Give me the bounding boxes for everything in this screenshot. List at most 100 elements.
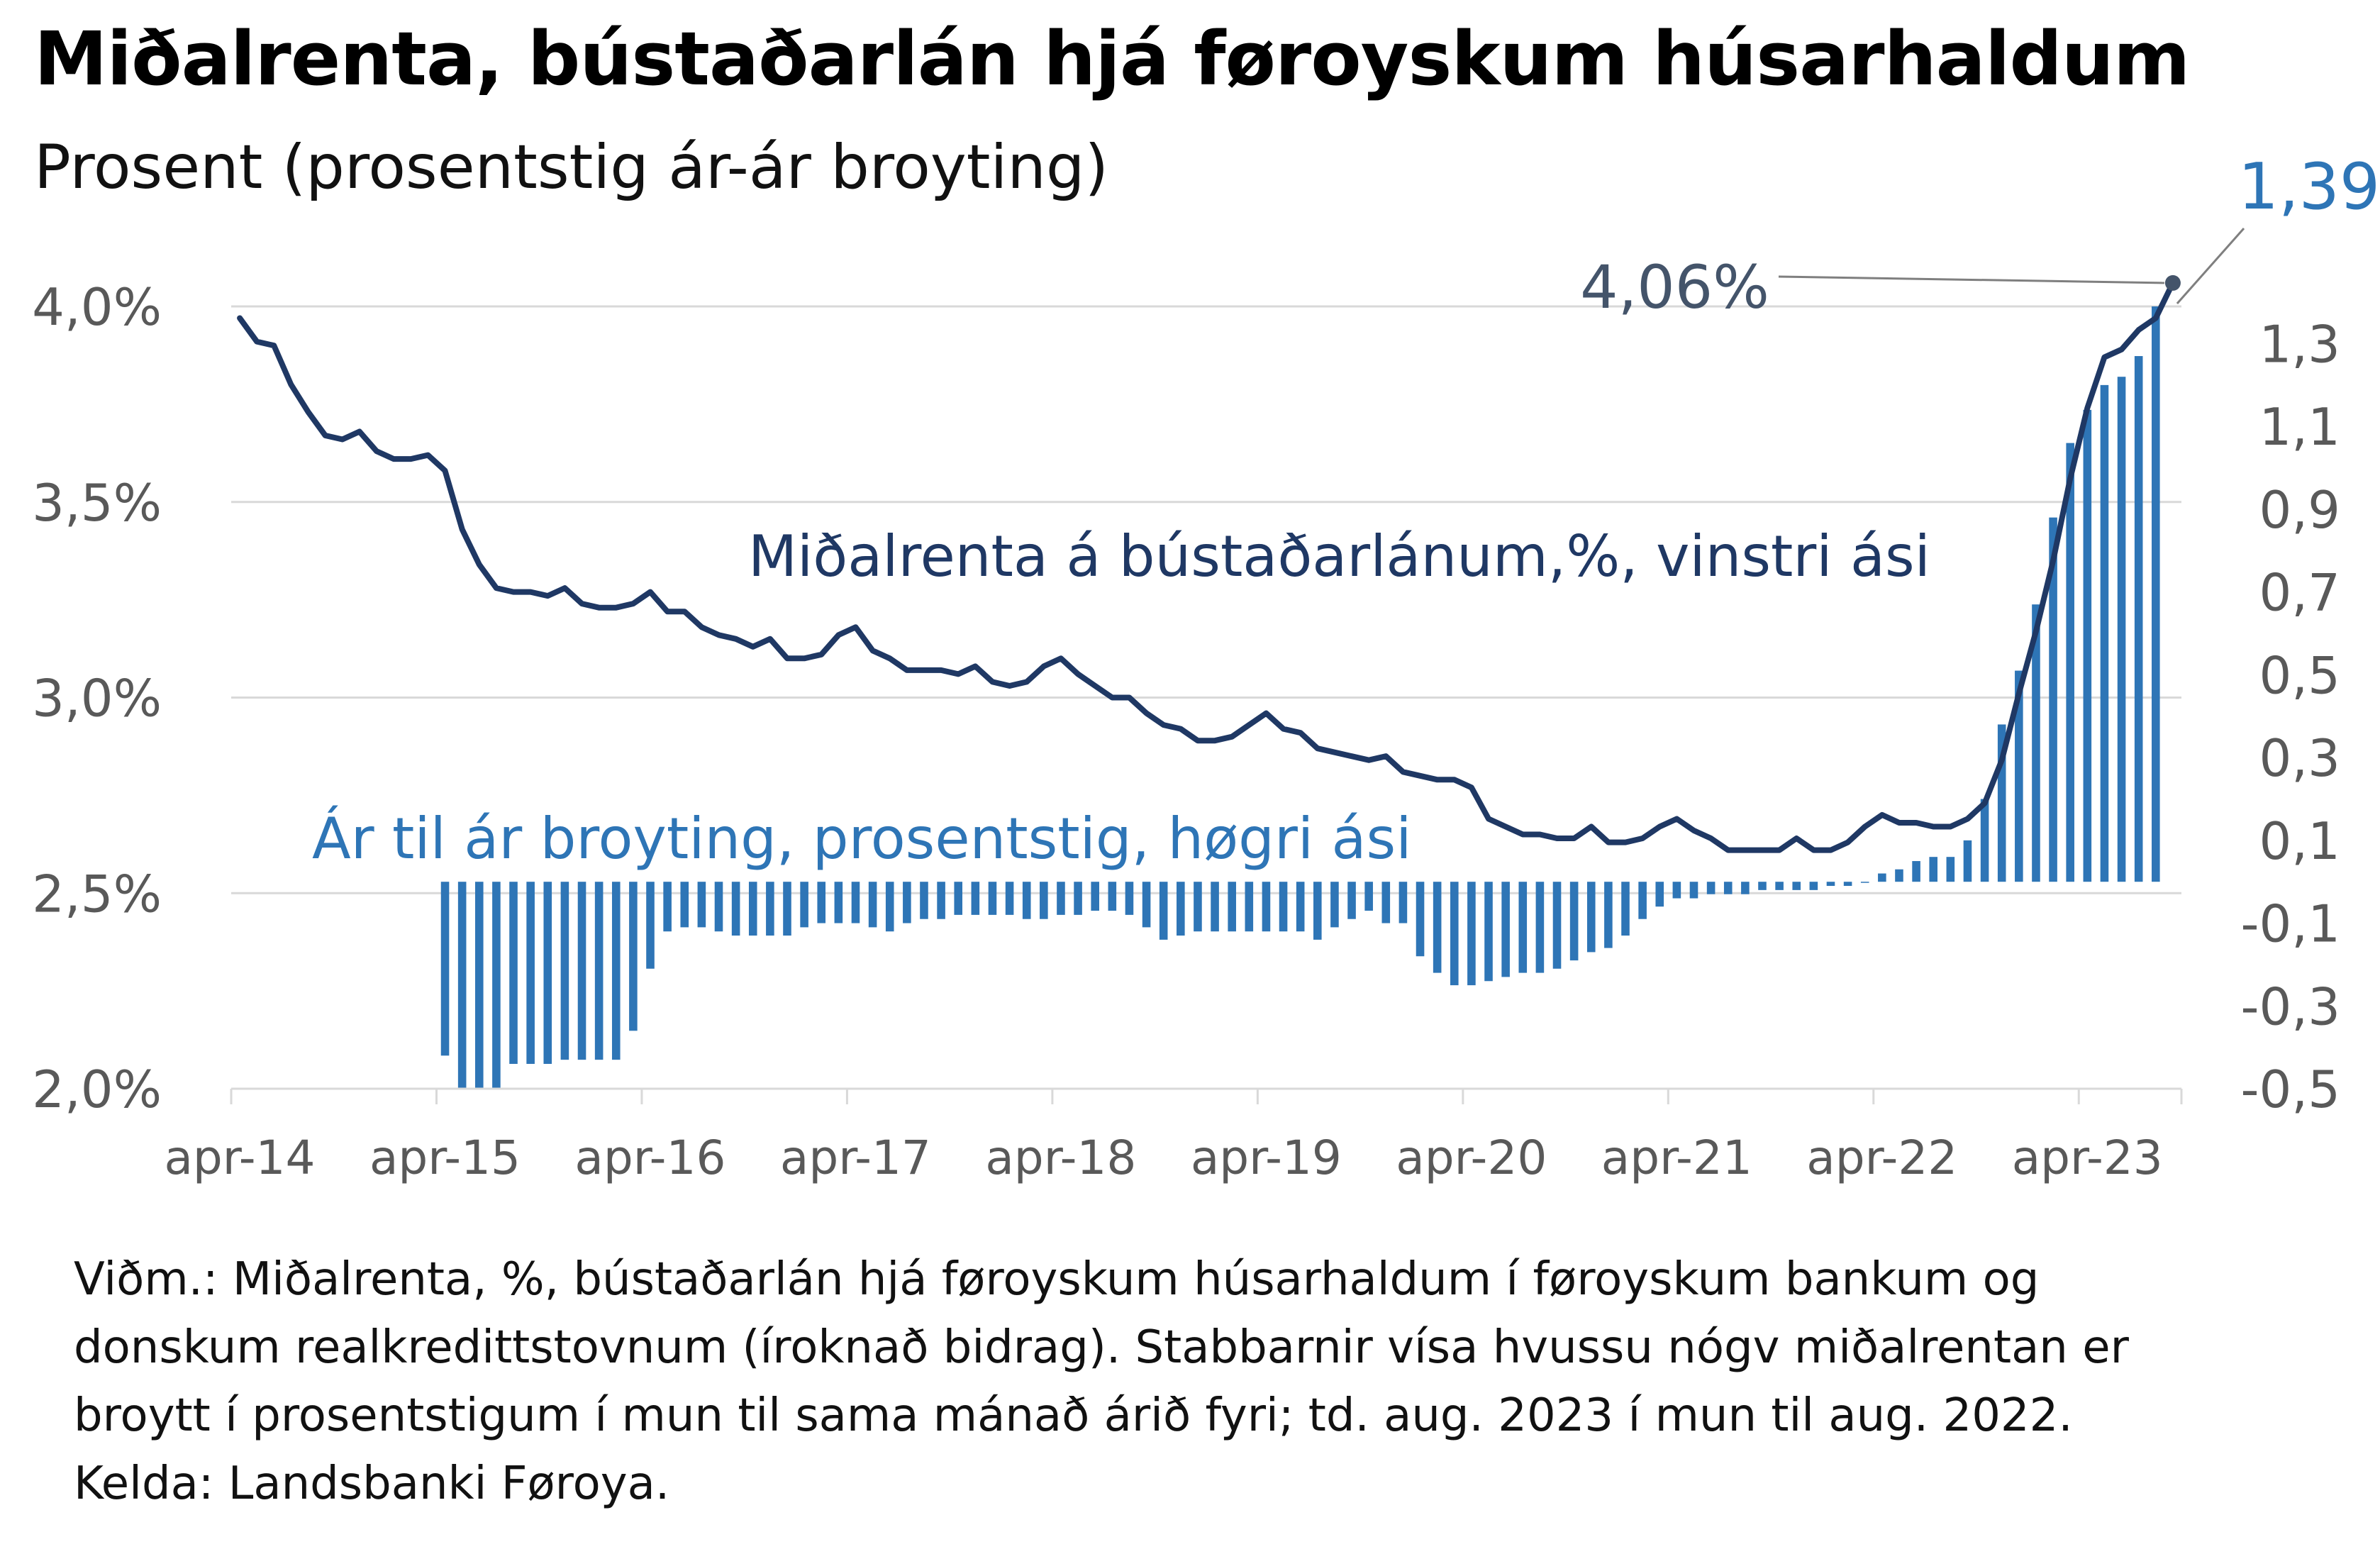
bar	[2066, 443, 2074, 882]
bar	[440, 882, 450, 1056]
bar	[1843, 882, 1852, 887]
footnote: Viðm.: Miðalrenta, %, bústaðarlán hjá fø…	[74, 1245, 2364, 1518]
bar	[868, 882, 877, 928]
bar	[1604, 882, 1613, 948]
bar-series	[440, 306, 2160, 1089]
bar	[1621, 882, 1630, 936]
bar	[492, 882, 501, 1089]
bar	[1347, 882, 1356, 919]
bar	[1159, 882, 1168, 940]
bar	[543, 882, 552, 1064]
x-tick-label: apr-20	[1396, 1131, 1547, 1185]
footnote-line: donskum realkredittstovnum (íroknað bidr…	[74, 1321, 2129, 1374]
chart-subtitle: Prosent (prosentstig ár-ár broyting)	[34, 132, 1109, 203]
bar	[714, 882, 723, 932]
bar	[1125, 882, 1134, 915]
bar	[1313, 882, 1322, 940]
bar	[1535, 882, 1545, 973]
right-tick-label: -0,3	[2241, 977, 2340, 1036]
bar	[1484, 882, 1493, 982]
chart-canvas: apr-14 apr-15 apr-16 apr-17 apr-18 apr-19 apr-…	[32, 150, 2380, 1185]
bar	[1211, 882, 1219, 932]
right-tick-label: 0,7	[2259, 563, 2340, 623]
bar	[1638, 882, 1647, 919]
x-tick-label: apr-16	[574, 1131, 725, 1185]
right-tick-label: 0,5	[2259, 645, 2340, 705]
gridlines	[231, 305, 2181, 894]
left-tick-label: 2,5%	[32, 864, 162, 923]
x-tick-label: apr-21	[1601, 1131, 1752, 1185]
bar	[1741, 882, 1750, 894]
bar	[1912, 861, 1920, 882]
bar	[1074, 882, 1082, 915]
bar	[1706, 882, 1716, 894]
bar	[1398, 882, 1408, 923]
bar	[680, 882, 689, 928]
chart-title: Miðalrenta, bústaðarlán hjá føroyskum hú…	[34, 16, 2190, 102]
x-tick-label: apr-15	[369, 1131, 521, 1185]
bar	[457, 882, 467, 1089]
x-tick-label: apr-23	[2012, 1131, 2163, 1185]
bar	[748, 882, 757, 936]
bar	[1194, 882, 1202, 932]
bar	[1364, 882, 1373, 911]
bar	[594, 882, 604, 1060]
bar	[851, 882, 860, 923]
bar	[1552, 882, 1562, 969]
bar	[1433, 882, 1442, 973]
bar	[1416, 882, 1425, 957]
bar	[697, 882, 706, 928]
bar	[2049, 517, 2057, 882]
bar	[629, 882, 638, 1031]
right-tick-label: -0,1	[2241, 894, 2340, 954]
bar-end-label: 1,39	[2238, 150, 2380, 224]
bar	[1296, 882, 1305, 932]
bar	[1980, 799, 1989, 882]
bar	[646, 882, 655, 969]
bar	[800, 882, 808, 928]
bar	[1689, 882, 1698, 899]
right-tick-label: -0,5	[2241, 1060, 2340, 1119]
bar	[474, 882, 484, 1089]
bar	[1997, 724, 2006, 882]
left-tick-label: 2,0%	[32, 1060, 162, 1119]
bar	[885, 882, 894, 932]
x-tick-label: apr-22	[1806, 1131, 1957, 1185]
bar	[1279, 882, 1288, 932]
x-tick-label: apr-19	[1191, 1131, 1342, 1185]
bar	[1518, 882, 1528, 973]
left-tick-label: 3,5%	[32, 473, 162, 533]
footnote-line: Kelda: Landsbanki Føroya.	[74, 1458, 670, 1510]
bar	[1946, 857, 1955, 882]
bar	[920, 882, 928, 919]
right-axis: -0,5 -0,3 -0,1 0,1 0,3 0,5 0,7 0,9 1,1 1,3	[2241, 315, 2340, 1119]
footnote-line: broytt í prosentstigum í mun til sama má…	[74, 1389, 2073, 1442]
bar	[1723, 882, 1733, 894]
line-series	[237, 279, 2176, 853]
bar	[1655, 882, 1664, 907]
line-end-leader	[1778, 275, 2164, 284]
bar	[1569, 882, 1579, 961]
bar	[937, 882, 945, 919]
bar-series-label: Ár til ár broyting, prosentstig, høgri á…	[312, 805, 1411, 872]
bar	[731, 882, 740, 936]
bar	[766, 882, 774, 936]
bar	[988, 882, 997, 915]
bar	[1775, 882, 1784, 890]
bar	[1586, 882, 1596, 953]
bar	[560, 882, 569, 1060]
right-tick-label: 1,3	[2259, 315, 2340, 374]
bar	[1501, 882, 1510, 977]
bar	[1450, 882, 1459, 986]
bar	[663, 882, 672, 932]
bar-end-leader	[2176, 228, 2245, 304]
right-tick-label: 0,9	[2259, 480, 2340, 540]
right-tick-label: 1,1	[2259, 397, 2340, 457]
bar	[1929, 857, 1938, 882]
x-tick-label: apr-14	[164, 1131, 315, 1185]
bar	[1878, 873, 1886, 882]
right-tick-label: 0,3	[2259, 728, 2340, 788]
bar	[1895, 869, 1903, 882]
bar	[1245, 882, 1254, 932]
bar	[1381, 882, 1391, 923]
